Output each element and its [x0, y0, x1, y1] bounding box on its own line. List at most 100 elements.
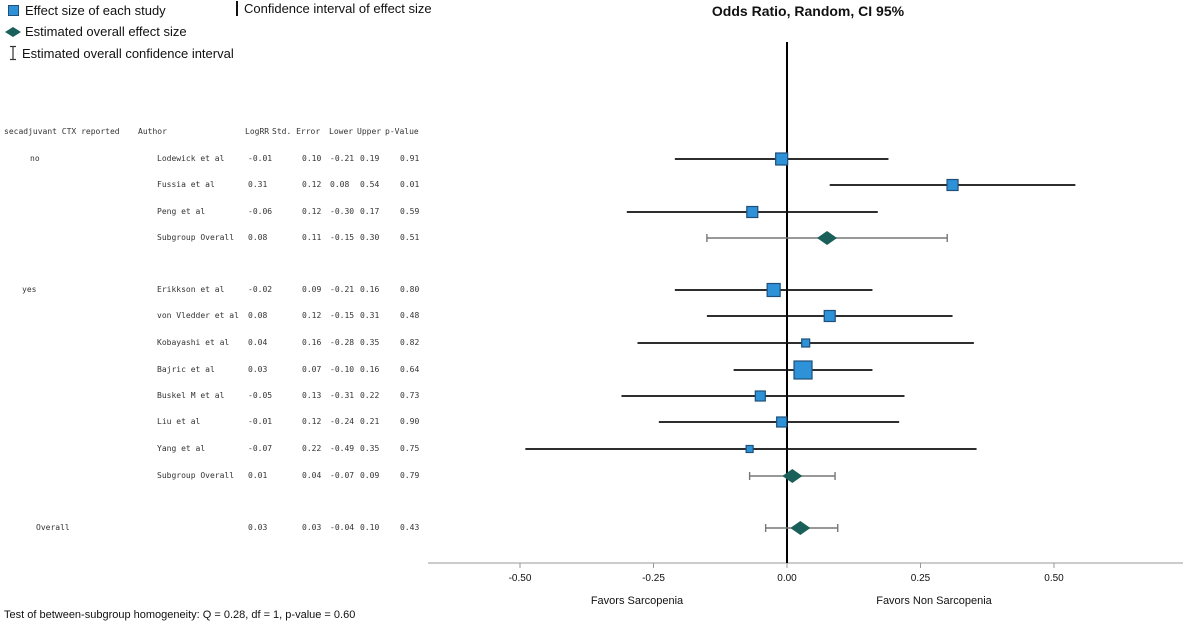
legend-overall-ci: Estimated overall confidence interval [8, 45, 234, 61]
cell-upper: 0.16 [360, 285, 380, 294]
study-effect-box [766, 282, 781, 298]
cell-se: 0.16 [302, 338, 322, 347]
x-tick-label: 0.50 [1044, 573, 1064, 584]
study-effect-box [746, 205, 759, 219]
cell-logrr: -0.05 [248, 391, 273, 400]
cell-lower: -0.10 [330, 365, 355, 374]
cell-upper: 0.16 [360, 365, 380, 374]
header-upper: Upper [357, 127, 382, 136]
cell-author: Bajric et al [157, 365, 215, 374]
cell-se: 0.10 [302, 154, 322, 163]
study-table: secadjuvant CTX reported Author LogRR St… [0, 0, 430, 627]
cell-author: Kobayashi et al [157, 338, 230, 347]
cell-pval: 0.73 [400, 391, 420, 400]
study-effect-box [775, 152, 789, 166]
cell-logrr: -0.02 [248, 285, 273, 294]
header-lower: Lower [329, 127, 354, 136]
xlabel-favors-non-sarcopenia: Favors Non Sarcopenia [876, 595, 992, 607]
cell-se: 0.13 [302, 391, 322, 400]
cell-upper: 0.35 [360, 338, 380, 347]
cell-lower: -0.07 [330, 471, 355, 480]
cell-lower: -0.31 [330, 391, 355, 400]
x-tick-label: 0.25 [911, 573, 931, 584]
cell-author: Liu et al [157, 417, 201, 426]
cell-author: Lodewick et al [157, 154, 225, 163]
x-ticks: -0.50 -0.25 0.00 0.25 0.50 [509, 563, 1064, 584]
cell-se: 0.03 [302, 523, 322, 532]
cell-lower: -0.30 [330, 207, 355, 216]
cell-upper: 0.09 [360, 471, 380, 480]
study-effect-box [823, 309, 836, 323]
study-square-icon [8, 5, 19, 16]
cell-logrr: -0.07 [248, 444, 273, 453]
cell-author: Subgroup Overall [157, 471, 235, 480]
cell-author: Fussia et al [157, 180, 215, 189]
cell-upper: 0.54 [360, 180, 380, 189]
cell-se: 0.07 [302, 365, 322, 374]
xlabel-favors-sarcopenia: Favors Sarcopenia [591, 595, 684, 607]
legend-overall-ci-label: Estimated overall confidence interval [22, 45, 234, 61]
cell-logrr: 0.03 [248, 365, 268, 374]
cell-pval: 0.59 [400, 207, 420, 216]
cell-lower: -0.04 [330, 523, 355, 532]
cell-pval: 0.79 [400, 471, 420, 480]
plot-marks [525, 152, 1076, 535]
cell-group: no [30, 154, 40, 163]
cell-author: Buskel M et al [157, 391, 225, 400]
chart-title: Odds Ratio, Random, CI 95% [712, 3, 905, 19]
study-effect-box [745, 444, 754, 454]
cell-se: 0.12 [302, 311, 322, 320]
cell-logrr: 0.03 [248, 523, 268, 532]
cell-upper: 0.21 [360, 417, 380, 426]
header-logrr: LogRR [245, 127, 270, 136]
header-p-value: p-Value [385, 127, 419, 136]
legend: Effect size of each study Confidence int… [0, 0, 432, 90]
overall-effect-diamond [817, 231, 838, 245]
cell-se: 0.12 [302, 417, 322, 426]
cell-se: 0.04 [302, 471, 322, 480]
diamond-icon [5, 26, 21, 37]
cell-logrr: -0.01 [248, 154, 273, 163]
cell-lower: 0.08 [330, 180, 350, 189]
ci-interval-icon [10, 45, 16, 61]
cell-lower: -0.28 [330, 338, 355, 347]
legend-study-effect-label: Effect size of each study [25, 3, 166, 18]
study-effect-box [946, 178, 959, 192]
cell-upper: 0.35 [360, 444, 380, 453]
cell-upper: 0.22 [360, 391, 380, 400]
cell-upper: 0.19 [360, 154, 380, 163]
cell-logrr: -0.06 [248, 207, 273, 216]
cell-pval: 0.51 [400, 233, 420, 242]
study-effect-box [793, 360, 813, 380]
cell-author: Yang et al [157, 444, 206, 453]
overall-effect-diamond [790, 521, 811, 535]
cell-se: 0.11 [302, 233, 322, 242]
study-effect-box [776, 416, 788, 428]
legend-study-effect: Effect size of each study [8, 3, 166, 18]
cell-pval: 0.48 [400, 311, 420, 320]
cell-group: yes [22, 285, 37, 294]
cell-se: 0.22 [302, 444, 322, 453]
cell-author: Subgroup Overall [157, 233, 235, 242]
header-group: secadjuvant CTX reported [4, 127, 120, 136]
legend-overall-effect-label: Estimated overall effect size [25, 24, 187, 39]
cell-author: Peng et al [157, 207, 206, 216]
legend-ci-effect-label: Confidence interval of effect size [244, 1, 432, 16]
cell-se: 0.09 [302, 285, 322, 294]
x-tick-label: -0.50 [509, 573, 532, 584]
cell-pval: 0.80 [400, 285, 420, 294]
cell-upper: 0.30 [360, 233, 380, 242]
cell-pval: 0.82 [400, 338, 420, 347]
cell-pval: 0.43 [400, 523, 420, 532]
cell-pval: 0.90 [400, 417, 420, 426]
cell-lower: -0.24 [330, 417, 355, 426]
cell-upper: 0.17 [360, 207, 380, 216]
ci-line-icon [236, 1, 238, 16]
cell-lower: -0.15 [330, 233, 355, 242]
cell-upper: 0.10 [360, 523, 380, 532]
cell-se: 0.12 [302, 180, 322, 189]
cell-logrr: 0.01 [248, 471, 268, 480]
cell-lower: -0.15 [330, 311, 355, 320]
cell-lower: -0.49 [330, 444, 355, 453]
